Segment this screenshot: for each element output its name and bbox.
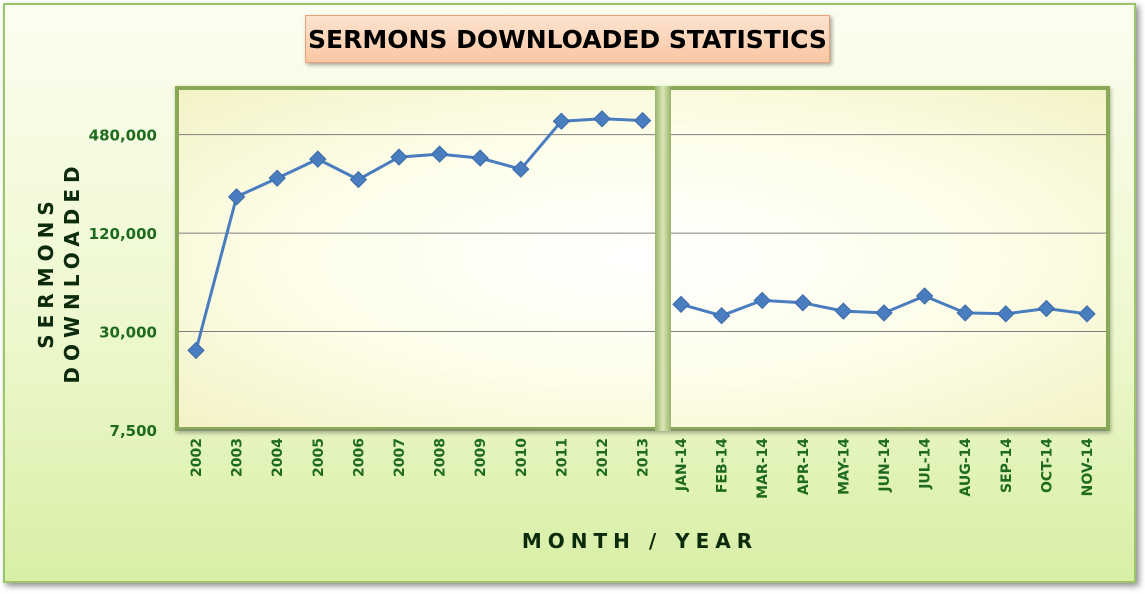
x-tick-label: 2009 [473,438,489,477]
x-tick-label: 2013 [636,438,652,477]
data-point-2009 [471,149,489,167]
x-tick-label: JUN-14 [877,438,893,493]
data-point-2006 [349,170,368,189]
chart-title: SERMONS DOWNLOADED STATISTICS [305,15,830,63]
y-tick-label: 120,000 [89,225,157,243]
y-tick-label: 7,500 [110,422,157,440]
x-tick-label: 2011 [554,438,570,477]
data-point-2003 [227,188,246,206]
x-tick-label: 2004 [270,438,286,477]
data-point-2013 [633,111,652,130]
data-point-2012 [593,110,611,128]
data-point-MAY-14 [834,302,853,320]
data-point-2007 [390,148,408,166]
x-tick-label: NOV-14 [1080,438,1096,497]
x-tick-label: 2008 [433,438,449,477]
data-point-AUG-14 [956,304,974,322]
data-point-2011 [552,112,571,130]
data-point-2008 [430,145,449,163]
x-tick-label: 2010 [514,438,530,477]
data-point-JUN-14 [875,304,893,322]
data-point-2010 [512,160,530,178]
data-point-JUL-14 [915,287,934,305]
data-point-2002 [187,341,205,360]
y-axis-title: SERMONS DOWNLOADED [34,160,84,384]
grid-lines [179,134,1106,431]
plot-area [175,86,1110,431]
data-series [187,110,1096,360]
y-axis-ticks: 7,500 30,000 120,000 480,000 [89,127,157,440]
x-tick-label: OCT-14 [1039,438,1055,493]
x-tick-label: MAY-14 [836,438,852,495]
data-point-OCT-14 [1037,299,1056,318]
data-point-JAN-14 [672,295,690,314]
x-tick-label: 2005 [311,438,327,477]
x-tick-label: JAN-14 [674,438,690,492]
data-point-2004 [268,169,286,187]
x-tick-label: APR-14 [796,438,812,495]
x-axis-title: MONTH / YEAR [521,529,759,553]
x-tick-label: 2003 [230,438,246,477]
x-tick-label: AUG-14 [958,438,974,497]
data-point-NOV-14 [1078,305,1096,323]
x-tick-label: MAR-14 [755,438,771,499]
x-tick-label: 2012 [595,438,611,477]
data-point-SEP-14 [997,305,1015,323]
data-point-FEB-14 [712,306,731,325]
x-axis-ticks: 2002 2003 2004 2005 2006 2007 2008 2009 2010 2011… [189,438,1096,499]
y-tick-label: 480,000 [89,127,157,145]
x-tick-label: 2006 [351,438,367,477]
x-tick-label: 2007 [392,438,408,477]
x-tick-label: JUL-14 [918,438,934,490]
data-point-APR-14 [794,294,812,312]
x-tick-label: SEP-14 [999,438,1015,493]
y-tick-label: 30,000 [99,324,157,342]
x-tick-label: 2002 [189,438,205,477]
series-line-0 [194,117,643,351]
data-point-2005 [309,150,327,168]
period-divider [655,86,671,431]
data-point-MAR-14 [753,291,771,310]
x-tick-label: FEB-14 [715,438,731,493]
